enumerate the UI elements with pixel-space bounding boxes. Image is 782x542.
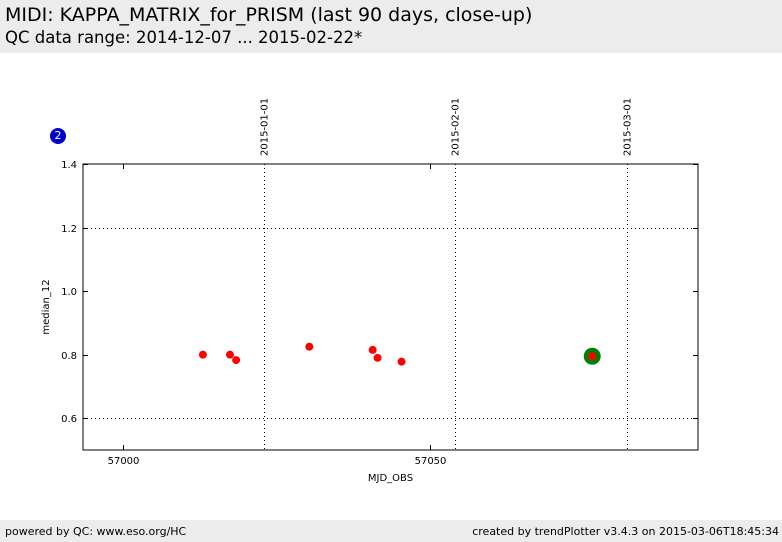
footer-powered-by: powered by QC: www.eso.org/HC xyxy=(5,525,187,538)
data-point xyxy=(232,356,241,365)
data-point xyxy=(397,357,406,366)
data-points xyxy=(198,342,601,366)
y-tick-label: 0.8 xyxy=(61,351,77,362)
data-point xyxy=(588,352,597,361)
data-point xyxy=(368,345,377,354)
page-title: MIDI: KAPPA_MATRIX_for_PRISM (last 90 da… xyxy=(5,4,533,26)
date-marker-label: 2015-03-01 xyxy=(623,98,634,156)
index-badge: 2 xyxy=(50,128,66,144)
date-markers: 2015-01-01 2015-02-01 2015-03-01 xyxy=(260,98,634,450)
data-point xyxy=(373,353,382,362)
data-point xyxy=(225,350,234,359)
y-tick-label: 1.0 xyxy=(61,287,77,298)
footer-bar: powered by QC: www.eso.org/HC created by… xyxy=(0,520,782,542)
y-tick-label: 0.6 xyxy=(61,414,77,425)
grid-lines xyxy=(83,228,698,419)
date-marker-label: 2015-01-01 xyxy=(260,98,271,156)
page-subtitle: QC data range: 2014-12-07 ... 2015-02-22… xyxy=(5,28,363,47)
x-tick-label: 57050 xyxy=(415,456,447,467)
y-tick-label: 1.4 xyxy=(61,160,77,171)
plot-frame xyxy=(82,163,699,451)
y-axis-label: median_12 xyxy=(41,279,52,334)
data-point xyxy=(198,350,207,359)
x-tick-label: 57000 xyxy=(108,456,140,467)
header-bar: MIDI: KAPPA_MATRIX_for_PRISM (last 90 da… xyxy=(0,0,782,53)
chart: 2015-01-01 2015-02-01 2015-03-01 0.6 0.8 1.0… xyxy=(41,98,699,484)
data-point xyxy=(305,342,314,351)
y-tick-label: 1.2 xyxy=(61,224,77,235)
date-marker-label: 2015-02-01 xyxy=(451,98,462,156)
footer-created-by: created by trendPlotter v3.4.3 on 2015-0… xyxy=(472,525,779,538)
x-axis-label: MJD_OBS xyxy=(368,473,413,484)
axis-ticks: 0.6 0.8 1.0 1.2 1.4 57000 57050 xyxy=(61,160,698,467)
